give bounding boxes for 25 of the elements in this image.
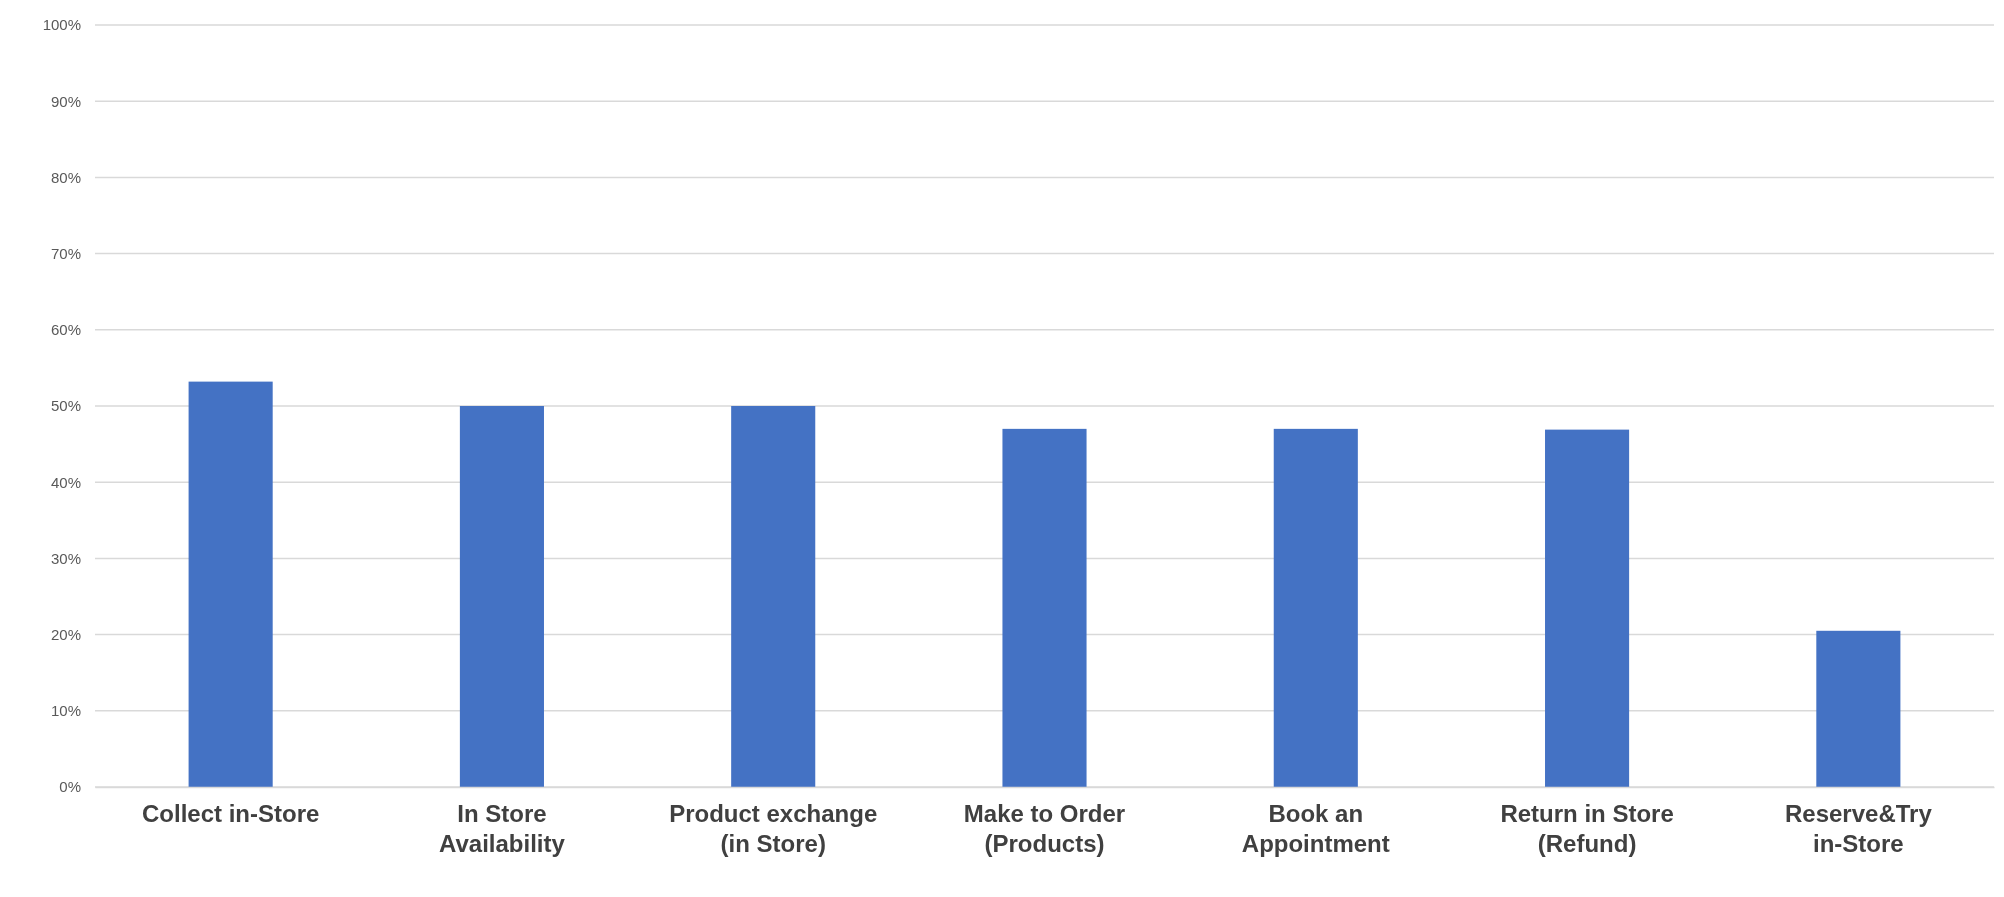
x-tick-label: Collect in-Store: [141, 800, 320, 828]
x-tick-label: Make to Order (Products): [963, 800, 1126, 858]
y-tick-label: 90%: [50, 92, 81, 110]
y-tick-label: 60%: [50, 321, 81, 339]
x-tick-label: Reserve&Try in-Store: [1784, 800, 1933, 858]
x-tick-label: Book an Appointment: [1241, 800, 1390, 858]
y-tick-label: 70%: [50, 244, 81, 262]
y-tick-label: 80%: [50, 168, 81, 186]
bar: [188, 381, 273, 787]
bar: [1545, 429, 1630, 787]
x-tick-label: Return in Store (Refund): [1500, 800, 1674, 858]
y-tick-label: 30%: [50, 549, 81, 567]
y-tick-label: 50%: [50, 397, 81, 415]
bar: [459, 406, 544, 787]
y-tick-label: 40%: [50, 473, 81, 491]
y-tick-label: 0%: [59, 778, 81, 796]
bar: [731, 406, 816, 787]
y-tick-label: 10%: [50, 702, 81, 720]
bar: [1273, 428, 1358, 787]
bar: [1002, 428, 1087, 787]
x-tick-label: Product exchange (in Store): [669, 800, 878, 858]
y-tick-label: 100%: [42, 16, 81, 34]
bar: [1816, 630, 1901, 787]
x-tick-label: In Store Availability: [439, 800, 566, 858]
y-tick-label: 20%: [50, 625, 81, 643]
